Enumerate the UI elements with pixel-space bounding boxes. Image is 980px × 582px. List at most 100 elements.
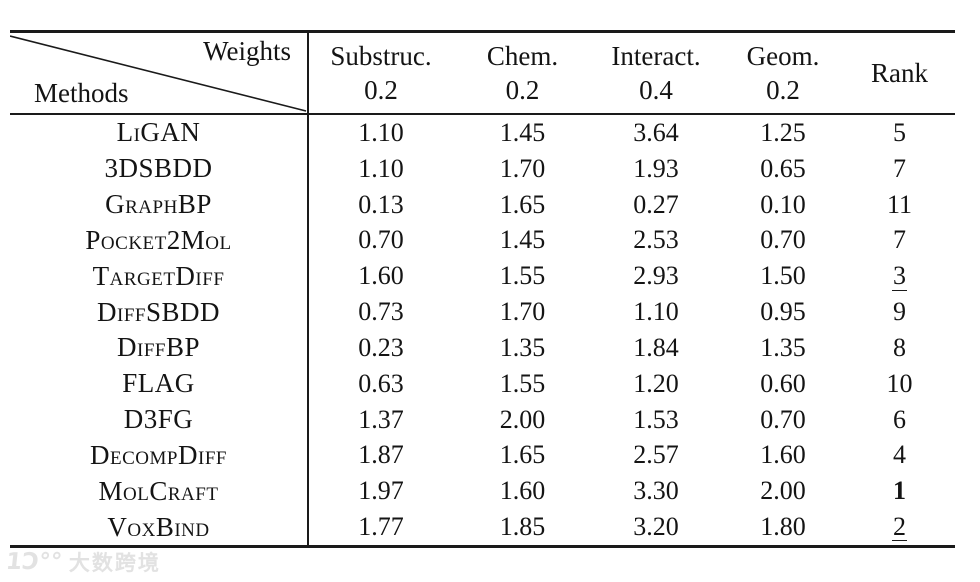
rank-value: 2 (892, 512, 907, 542)
rank-value: 7 (893, 153, 906, 183)
rank-value: 8 (893, 332, 906, 362)
score-cell: 0.70 (358, 225, 404, 255)
table-header-row: Weights Methods Substruc. 0.2 Chem. 0.2 … (10, 33, 955, 115)
score-cell: 1.55 (499, 368, 546, 398)
score-cell: 1.60 (358, 261, 404, 291)
watermark-logo-icon: 1Ɔ°° (4, 549, 64, 575)
score-cell: 2.53 (633, 225, 679, 255)
score-cell: 1.10 (358, 117, 404, 147)
results-table: Weights Methods Substruc. 0.2 Chem. 0.2 … (10, 30, 955, 548)
watermark: 1Ɔ°° 大数跨境 (4, 547, 161, 577)
score-cell: 0.27 (633, 189, 679, 219)
rank-cell: 3 (844, 261, 955, 291)
rank-cell: 10 (844, 369, 955, 399)
score-cell: 1.35 (760, 332, 806, 362)
column-label: Rank (871, 58, 928, 88)
method-name: LiGAN (116, 117, 201, 148)
score-cell: 2.93 (633, 261, 679, 291)
score-cell: 1.37 (358, 404, 404, 434)
score-cell: 1.97 (358, 476, 404, 506)
method-name: VoxBind (107, 511, 210, 542)
score-cell: 1.20 (633, 368, 679, 398)
table-row: LiGAN 1.10 1.45 3.64 1.25 5 (10, 115, 955, 151)
table-row: FLAG 0.63 1.55 1.20 0.60 10 (10, 366, 955, 402)
method-name: DecompDiff (90, 439, 227, 470)
table-row: VoxBind 1.77 1.85 3.20 1.80 2 (10, 509, 955, 545)
score-cell: 2.00 (760, 476, 806, 506)
rank-cell: 9 (844, 297, 955, 327)
watermark-text: 大数跨境 (68, 551, 161, 575)
score-cell: 0.23 (358, 332, 404, 362)
method-name: TargetDiff (92, 260, 225, 291)
column-header-chem: Chem. 0.2 (455, 33, 590, 113)
score-cell: 2.00 (499, 404, 546, 434)
score-cell: 1.53 (633, 404, 679, 434)
score-cell: 0.13 (358, 189, 404, 219)
column-header-substruc: Substruc. 0.2 (307, 33, 455, 113)
column-header-rank: Rank (844, 33, 955, 113)
score-cell: 1.10 (358, 153, 404, 183)
score-cell: 3.30 (633, 476, 679, 506)
methods-header-label: Methods (34, 78, 129, 108)
table-row: DecompDiff 1.87 1.65 2.57 1.60 4 (10, 437, 955, 473)
score-cell: 3.20 (633, 512, 679, 542)
score-cell: 1.93 (633, 153, 679, 183)
rank-cell: 7 (844, 154, 955, 184)
table-row: DiffBP 0.23 1.35 1.84 1.35 8 (10, 330, 955, 366)
table-row: 3DSBDD 1.10 1.70 1.93 0.65 7 (10, 151, 955, 187)
score-cell: 1.45 (499, 117, 546, 147)
score-cell: 0.95 (760, 297, 806, 327)
rank-value: 11 (886, 189, 913, 219)
score-cell: 1.60 (760, 440, 806, 470)
rank-value: 7 (893, 225, 906, 255)
method-name: DiffBP (117, 332, 200, 363)
rank-cell: 2 (844, 512, 955, 542)
rank-cell: 4 (844, 440, 955, 470)
method-name: MolCraft (98, 475, 219, 506)
score-cell: 0.10 (760, 189, 806, 219)
diagonal-header-cell: Weights Methods (10, 33, 307, 113)
column-weight: 0.2 (766, 75, 800, 105)
method-name: Pocket2Mol (85, 224, 232, 255)
score-cell: 1.80 (760, 512, 806, 542)
score-cell: 1.65 (499, 440, 546, 470)
score-cell: 0.70 (760, 404, 806, 434)
score-cell: 0.70 (760, 225, 806, 255)
score-cell: 1.25 (760, 117, 806, 147)
rank-cell: 1 (844, 476, 955, 506)
table-row: MolCraft 1.97 1.60 3.30 2.00 1 (10, 473, 955, 509)
score-cell: 1.87 (358, 440, 404, 470)
score-cell: 1.35 (499, 332, 546, 362)
rank-value: 9 (893, 297, 906, 327)
score-cell: 1.77 (358, 512, 404, 542)
rank-cell: 8 (844, 333, 955, 363)
table-body: LiGAN 1.10 1.45 3.64 1.25 5 3DSBDD 1.10 1.70 1.93… (10, 115, 955, 545)
score-cell: 0.63 (358, 368, 404, 398)
score-cell: 3.64 (633, 117, 679, 147)
rank-value: 4 (893, 440, 906, 470)
weights-header-label: Weights (203, 36, 291, 66)
rank-value: 5 (893, 117, 906, 147)
score-cell: 1.60 (499, 476, 546, 506)
method-name: 3DSBDD (104, 153, 213, 184)
rank-cell: 5 (844, 118, 955, 148)
method-name: D3FG (123, 404, 194, 435)
column-weight: 0.2 (364, 75, 398, 105)
column-label: Interact. (611, 41, 701, 71)
column-weight: 0.4 (639, 75, 673, 105)
column-label: Substruc. (330, 41, 432, 71)
table-row: DiffSBDD 0.73 1.70 1.10 0.95 9 (10, 294, 955, 330)
method-name: GraphBP (105, 189, 212, 220)
score-cell: 1.65 (499, 189, 546, 219)
rank-value: 10 (886, 368, 913, 398)
score-cell: 1.50 (760, 261, 806, 291)
score-cell: 0.65 (760, 153, 806, 183)
column-label: Chem. (486, 41, 559, 71)
table-row: Pocket2Mol 0.70 1.45 2.53 0.70 7 (10, 222, 955, 258)
score-cell: 1.85 (499, 512, 546, 542)
score-cell: 1.70 (499, 297, 546, 327)
score-cell: 1.45 (499, 225, 546, 255)
rank-cell: 11 (844, 190, 955, 220)
diagonal-line (10, 35, 307, 112)
column-header-interact: Interact. 0.4 (590, 33, 722, 113)
